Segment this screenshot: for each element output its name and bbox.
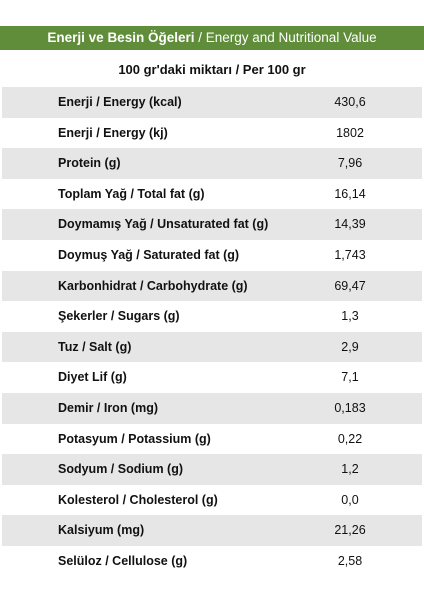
table-row: Kolesterol / Cholesterol (g) 0,0 — [2, 484, 422, 516]
table-row: Potasyum / Potassium (g) 0,22 — [2, 423, 422, 455]
table-row: Toplam Yağ / Total fat (g) 16,14 — [2, 178, 422, 210]
nutrient-label: Sodyum / Sodium (g) — [58, 462, 183, 477]
nutrient-value: 69,47 — [334, 278, 366, 293]
table-row: Selüloz / Cellulose (g) 2,58 — [2, 545, 422, 577]
nutrient-value: 7,1 — [341, 370, 359, 385]
nutrient-value: 0,183 — [334, 400, 366, 415]
table-row: Diyet Lif (g) 7,1 — [2, 362, 422, 393]
nutrient-value: 0,22 — [337, 431, 363, 446]
per-100g-subtitle: 100 gr'daki miktarı / Per 100 gr — [118, 62, 306, 77]
nutrient-value: 430,6 — [334, 95, 366, 109]
table-row: Kalsiyum (mg) 21,26 — [2, 515, 422, 546]
nutrient-label: Toplam Yağ / Total fat (g) — [58, 186, 205, 201]
table-row: Karbonhidrat / Carbohydrate (g) 69,47 — [2, 270, 422, 302]
nutrient-value: 2,58 — [337, 553, 363, 568]
table-row: Doymamış Yağ / Unsaturated fat (g) 14,39 — [2, 209, 422, 240]
table-row: Enerji / Energy (kj) 1802 — [2, 117, 422, 149]
nutrient-value: 21,26 — [334, 523, 366, 538]
table-title-bar: Enerji ve Besin Öğeleri / Energy and Nut… — [0, 26, 424, 50]
nutrient-label: Tuz / Salt (g) — [58, 339, 132, 354]
title-turkish: Enerji ve Besin Öğeleri — [47, 30, 195, 45]
table-row: Tuz / Salt (g) 2,9 — [2, 331, 422, 363]
table-row: Şekerler / Sugars (g) 1,3 — [2, 301, 422, 332]
nutrient-label: Kolesterol / Cholesterol (g) — [58, 492, 218, 507]
table-row: Demir / Iron (mg) 0,183 — [2, 392, 422, 424]
nutrient-value: 1802 — [336, 125, 364, 140]
nutrient-label: Diyet Lif (g) — [58, 370, 127, 385]
table-row: Protein (g) 7,96 — [2, 148, 422, 179]
nutrient-label: Enerji / Energy (kcal) — [58, 95, 182, 109]
nutrient-value: 1,743 — [334, 247, 366, 262]
nutrient-label: Protein (g) — [58, 156, 121, 171]
nutrient-value: 16,14 — [334, 186, 366, 201]
nutrient-label: Karbonhidrat / Carbohydrate (g) — [58, 278, 248, 293]
nutrient-label: Doymamış Yağ / Unsaturated fat (g) — [58, 217, 269, 232]
table-row: Enerji / Energy (kcal) 430,6 — [2, 87, 422, 118]
nutrient-label: Şekerler / Sugars (g) — [58, 309, 180, 324]
nutrient-value: 14,39 — [334, 217, 366, 232]
nutrient-label: Enerji / Energy (kj) — [58, 125, 168, 140]
nutrient-label: Selüloz / Cellulose (g) — [58, 553, 188, 568]
nutrient-label: Kalsiyum (mg) — [58, 523, 145, 538]
nutrient-value: 2,9 — [341, 339, 359, 354]
nutrient-value: 7,96 — [337, 156, 363, 171]
nutrient-value: 1,3 — [341, 309, 359, 324]
title-english: / Energy and Nutritional Value — [194, 30, 377, 45]
nutrition-table: Enerji / Energy (kcal) 430,6 Enerji / Ener… — [2, 87, 422, 577]
table-row: Doymuş Yağ / Saturated fat (g) 1,743 — [2, 239, 422, 271]
nutrient-value: 1,2 — [341, 462, 359, 477]
nutrient-label: Potasyum / Potassium (g) — [58, 431, 211, 446]
table-row: Sodyum / Sodium (g) 1,2 — [2, 454, 422, 485]
nutrient-value: 0,0 — [341, 492, 359, 507]
nutrient-label: Demir / Iron (mg) — [58, 400, 159, 415]
nutrient-label: Doymuş Yağ / Saturated fat (g) — [58, 247, 240, 262]
